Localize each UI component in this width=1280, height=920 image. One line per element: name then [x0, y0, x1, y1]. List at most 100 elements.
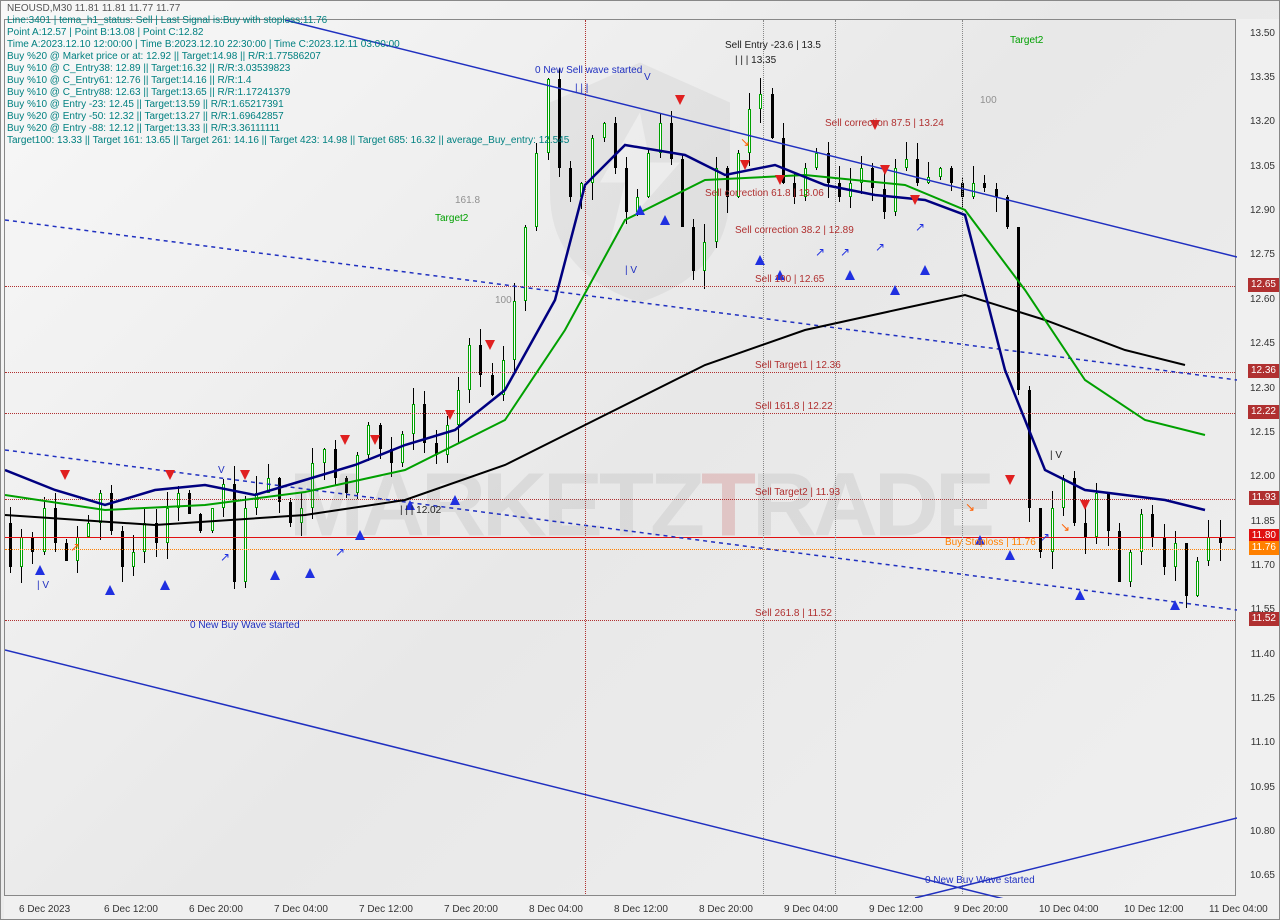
symbol-header: NEOUSD,M30 11.81 11.81 11.77 11.77 [7, 3, 569, 15]
line-label: Sell Target2 | 11.93 [755, 487, 840, 498]
arrow-up-icon [1005, 550, 1015, 560]
x-tick: 6 Dec 12:00 [104, 904, 158, 915]
arrow-up-icon [160, 580, 170, 590]
arrow-up-icon [1170, 600, 1180, 610]
diagonal-arrow-icon: ↗ [335, 545, 345, 559]
y-price-marker: 11.52 [1249, 612, 1279, 626]
y-tick: 12.75 [1250, 249, 1275, 260]
arrow-down-icon [370, 435, 380, 445]
arrow-down-icon [1080, 500, 1090, 510]
x-tick: 10 Dec 04:00 [1039, 904, 1099, 915]
y-price-marker: 11.76 [1249, 541, 1279, 555]
arrow-up-icon [920, 265, 930, 275]
line-label: Sell 100 | 12.65 [755, 274, 824, 285]
diagonal-arrow-icon: ↗ [1040, 530, 1050, 544]
horizontal-line [5, 549, 1235, 550]
diagonal-arrow-icon: ↗ [815, 245, 825, 259]
x-tick: 7 Dec 12:00 [359, 904, 413, 915]
info-line: Buy %20 @ Entry -50: 12.32 || Target:13.… [7, 111, 569, 123]
chart-annotation: 161.8 [455, 195, 480, 206]
y-tick: 13.05 [1250, 161, 1275, 172]
info-line: Line:3401 | tema_h1_status: Sell | Last … [7, 15, 569, 27]
y-tick: 11.40 [1251, 649, 1275, 660]
info-line: Point A:12.57 | Point B:13.08 | Point C:… [7, 27, 569, 39]
y-tick: 10.95 [1250, 782, 1275, 793]
y-tick: 13.35 [1250, 72, 1275, 83]
vertical-line [585, 20, 586, 896]
arrow-up-icon [755, 255, 765, 265]
arrow-down-icon [910, 195, 920, 205]
x-tick: 8 Dec 20:00 [699, 904, 753, 915]
y-tick: 10.65 [1250, 870, 1275, 881]
diagonal-arrow-icon: ↗ [915, 220, 925, 234]
info-line: Buy %20 @ Market price or at: 12.92 || T… [7, 51, 569, 63]
arrow-up-icon [890, 285, 900, 295]
arrow-down-icon [1005, 475, 1015, 485]
arrow-up-icon [660, 215, 670, 225]
info-line: Target100: 13.33 || Target 161: 13.65 ||… [7, 135, 569, 147]
diagonal-arrow-icon: ↘ [740, 135, 750, 149]
x-tick: 6 Dec 20:00 [189, 904, 243, 915]
diagonal-arrow-icon: ↗ [875, 240, 885, 254]
chart-annotation: Sell correction 38.2 | 12.89 [735, 225, 854, 236]
chart-annotation: 0 New Buy Wave started [190, 620, 300, 631]
x-tick: 9 Dec 12:00 [869, 904, 923, 915]
chart-plot-area[interactable]: Sell 100 | 12.65 Sell Target1 | 12.36 Sell… [4, 19, 1236, 897]
chart-annotation: Target2 [435, 213, 468, 224]
x-tick: 7 Dec 04:00 [274, 904, 328, 915]
chart-annotation: | | | 13.35 [735, 55, 776, 66]
line-label: Sell 261.8 | 11.52 [755, 608, 832, 619]
chart-annotation: Sell Entry -23.6 | 13.5 [725, 40, 821, 51]
y-axis: 13.5013.3513.2013.0512.9012.7512.6012.45… [1235, 19, 1279, 897]
y-tick: 11.25 [1251, 693, 1275, 704]
diagonal-arrow-icon: ↘ [965, 500, 975, 514]
arrow-down-icon [165, 470, 175, 480]
y-tick: 12.30 [1250, 383, 1275, 394]
info-line: Buy %10 @ C_Entry38: 12.89 || Target:16.… [7, 63, 569, 75]
arrow-down-icon [340, 435, 350, 445]
chart-annotation: V [218, 465, 225, 476]
info-line: Buy %10 @ Entry -23: 12.45 || Target:13.… [7, 99, 569, 111]
arrow-down-icon [485, 340, 495, 350]
diagonal-arrow-icon: ↘ [1060, 520, 1070, 534]
line-label: Sell Target1 | 12.36 [755, 360, 841, 371]
chart-annotation: Target2 [1010, 35, 1043, 46]
chart-annotation: | | | [575, 83, 588, 94]
y-price-marker: 12.36 [1248, 364, 1279, 378]
vertical-line [763, 20, 764, 896]
x-tick: 8 Dec 04:00 [529, 904, 583, 915]
horizontal-line [5, 413, 1235, 414]
y-tick: 12.45 [1250, 338, 1275, 349]
info-line: Buy %20 @ Entry -88: 12.12 || Target:13.… [7, 123, 569, 135]
arrow-up-icon [270, 570, 280, 580]
y-tick: 12.90 [1250, 205, 1275, 216]
chart-annotation: Sell correction 87.5 | 13.24 [825, 118, 944, 129]
arrow-up-icon [305, 568, 315, 578]
x-tick: 9 Dec 04:00 [784, 904, 838, 915]
y-tick: 10.80 [1250, 826, 1275, 837]
arrow-down-icon [60, 470, 70, 480]
x-tick: 7 Dec 20:00 [444, 904, 498, 915]
arrow-up-icon [450, 495, 460, 505]
y-tick: 11.10 [1251, 737, 1275, 748]
chart-annotation: Sell correction 61.8 | 13.06 [705, 188, 824, 199]
info-panel: NEOUSD,M30 11.81 11.81 11.77 11.77 Line:… [7, 3, 569, 147]
y-tick: 13.50 [1250, 28, 1275, 39]
arrow-down-icon [445, 410, 455, 420]
arrow-up-icon [1075, 590, 1085, 600]
chart-annotation: | V [37, 580, 49, 591]
info-line: Buy %10 @ C_Entry61: 12.76 || Target:14.… [7, 75, 569, 87]
horizontal-line [5, 372, 1235, 373]
arrow-up-icon [105, 585, 115, 595]
chart-annotation: | V [1050, 450, 1062, 461]
y-tick: 11.85 [1251, 516, 1275, 527]
y-price-marker: 12.65 [1248, 278, 1279, 292]
arrow-down-icon [240, 470, 250, 480]
y-price-marker: 12.22 [1248, 405, 1279, 419]
arrow-down-icon [880, 165, 890, 175]
info-line: Buy %10 @ C_Entry88: 12.63 || Target:13.… [7, 87, 569, 99]
line-label: Buy Stoploss | 11.76 [945, 537, 1036, 548]
chart-annotation: | | | 12.02 [400, 505, 441, 516]
info-line: Time A:2023.12.10 12:00:00 | Time B:2023… [7, 39, 569, 51]
arrow-up-icon [35, 565, 45, 575]
